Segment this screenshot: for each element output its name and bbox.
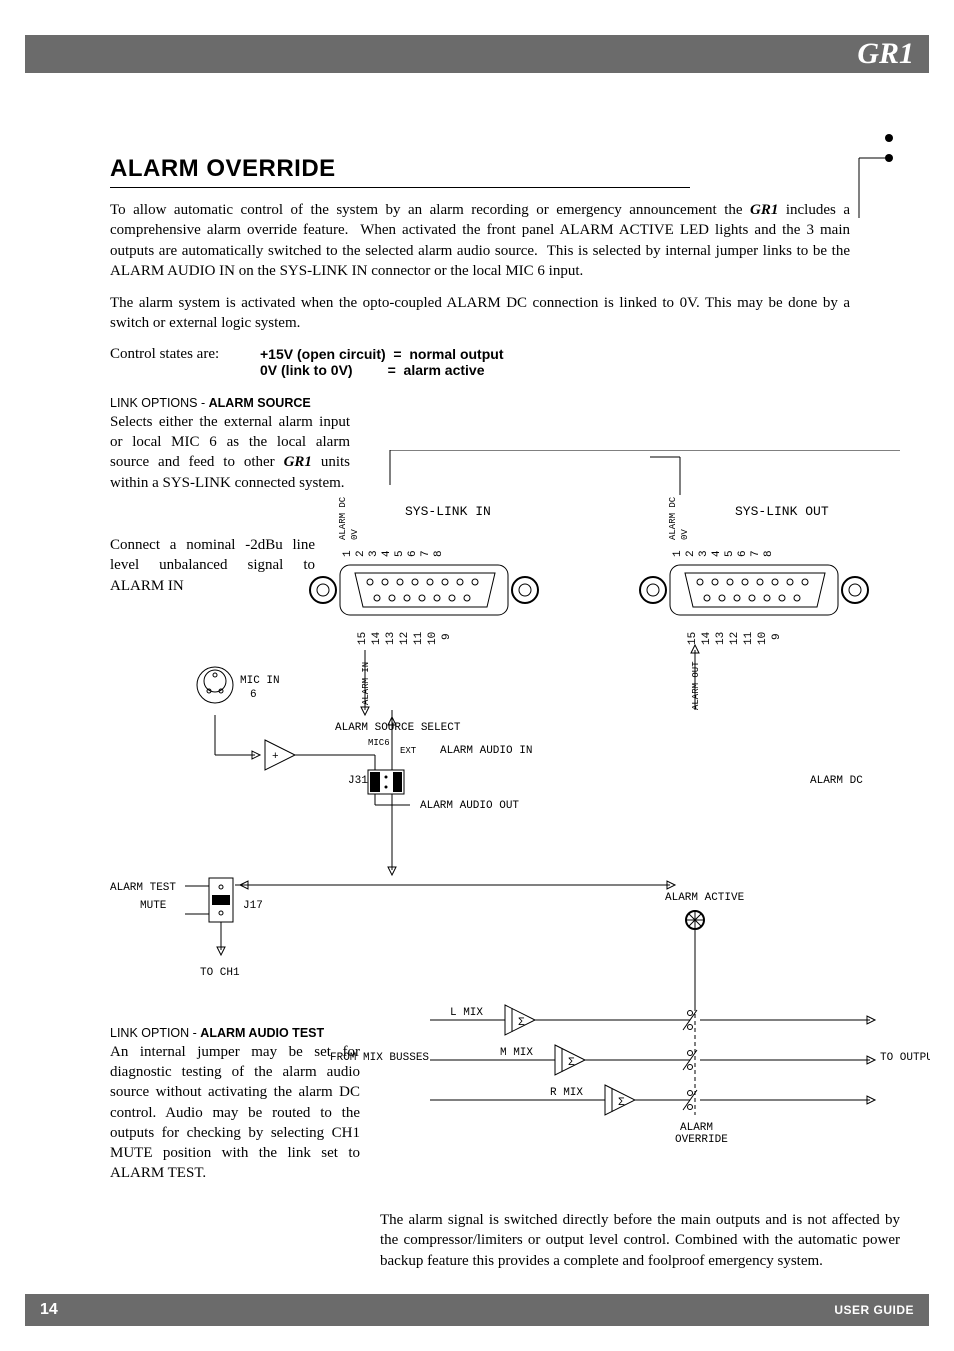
alarm-in-label: ALARM IN [361, 662, 371, 705]
svg-text:8: 8 [763, 550, 775, 557]
svg-text:7: 7 [750, 550, 762, 557]
header-bar: GR1 [25, 35, 929, 73]
control-states-label: Control states are: [110, 346, 260, 378]
page-title: ALARM OVERRIDE [110, 155, 690, 188]
svg-text:10: 10 [427, 632, 439, 645]
svg-text:13: 13 [715, 632, 727, 645]
page-content: ALARM OVERRIDE To allow automatic contro… [110, 155, 900, 398]
mic-in-label: MIC IN [240, 675, 280, 687]
svg-text:12: 12 [399, 632, 411, 645]
to-outputs-label: TO OUTPUTS [880, 1052, 930, 1064]
model-label: GR1 [857, 37, 914, 71]
intro-paragraph-2: The alarm system is activated when the o… [110, 293, 850, 334]
sys-link-out-label: SYS-LINK OUT [735, 504, 829, 519]
svg-text:9: 9 [771, 633, 783, 640]
mic-6-label: 6 [250, 689, 257, 701]
j17-label: J17 [243, 900, 263, 912]
svg-text:4: 4 [381, 550, 393, 557]
alarm-out-label: ALARM OUT [691, 661, 701, 710]
footer-bar: 14 USER GUIDE [25, 1294, 929, 1326]
sigma-r: Σ [618, 1097, 625, 1109]
alarm-test-label: ALARM TEST [110, 882, 176, 894]
svg-text:6: 6 [737, 550, 749, 557]
alarm-override-label-1: ALARM [680, 1122, 713, 1134]
to-ch1-label: TO CH1 [200, 967, 240, 979]
control-states: Control states are: +15V (open circuit) … [110, 346, 900, 378]
svg-text:10: 10 [757, 632, 769, 645]
svg-text:1: 1 [342, 550, 354, 557]
alarm-dc-label-right: ALARM DC [810, 775, 863, 787]
control-states-values: +15V (open circuit) = normal output 0V (… [260, 346, 503, 378]
alarm-source-select-label: ALARM SOURCE SELECT [335, 722, 461, 734]
svg-text:5: 5 [394, 550, 406, 557]
svg-text:2: 2 [355, 550, 367, 557]
bottom-paragraph: The alarm signal is switched directly be… [380, 1210, 900, 1271]
svg-text:15: 15 [687, 632, 699, 645]
svg-text:4: 4 [711, 550, 723, 557]
svg-text:6: 6 [407, 550, 419, 557]
svg-text:0V: 0V [680, 529, 690, 540]
svg-text:8: 8 [433, 550, 445, 557]
from-mix-busses-label: FROM MIX BUSSES [330, 1052, 429, 1064]
alarm-override-label-2: OVERRIDE [675, 1134, 728, 1146]
j31-label: J31 [348, 775, 368, 787]
zero-v-label: 0V [350, 529, 360, 540]
svg-text:ALARM DC: ALARM DC [668, 496, 678, 540]
sigma-m: Σ [568, 1057, 575, 1069]
alarm-dc-label: ALARM DC [338, 496, 348, 540]
svg-text:12: 12 [729, 632, 741, 645]
svg-text:3: 3 [698, 550, 710, 557]
alarm-audio-in-label: ALARM AUDIO IN [440, 745, 532, 757]
svg-text:9: 9 [441, 633, 453, 640]
svg-text:11: 11 [743, 631, 755, 645]
svg-text:13: 13 [385, 632, 397, 645]
ext-jumper-label: EXT [400, 746, 417, 756]
svg-text:3: 3 [368, 550, 380, 557]
mute-label: MUTE [140, 900, 167, 912]
l-mix-label: L MIX [450, 1007, 483, 1019]
svg-text:2: 2 [685, 550, 697, 557]
svg-text:7: 7 [420, 550, 432, 557]
sigma-l: Σ [518, 1017, 525, 1029]
svg-text:15: 15 [357, 632, 369, 645]
svg-text:11: 11 [413, 631, 425, 645]
intro-paragraph-1: To allow automatic control of the system… [110, 200, 850, 281]
alarm-audio-out-label: ALARM AUDIO OUT [420, 800, 519, 812]
mic6-jumper-label: MIC6 [368, 738, 390, 748]
svg-text:14: 14 [371, 631, 383, 645]
alarm-override-diagram: SYS-LINK IN ALARM DC 0V 1 2 3 4 5 6 7 8 [110, 450, 930, 1195]
svg-text:+: + [272, 751, 279, 763]
r-mix-label: R MIX [550, 1087, 583, 1099]
page-number: 14 [40, 1301, 58, 1319]
heading-bold: ALARM SOURCE [209, 396, 311, 410]
m-mix-label: M MIX [500, 1047, 533, 1059]
svg-text:14: 14 [701, 631, 713, 645]
footer-label: USER GUIDE [834, 1303, 914, 1317]
alarm-active-label: ALARM ACTIVE [665, 892, 745, 904]
heading-prefix: LINK OPTIONS - [110, 396, 209, 410]
link-options-heading-1: LINK OPTIONS - ALARM SOURCE [110, 395, 350, 412]
svg-text:1: 1 [672, 550, 684, 557]
sys-link-in-label: SYS-LINK IN [405, 504, 491, 519]
svg-text:5: 5 [724, 550, 736, 557]
